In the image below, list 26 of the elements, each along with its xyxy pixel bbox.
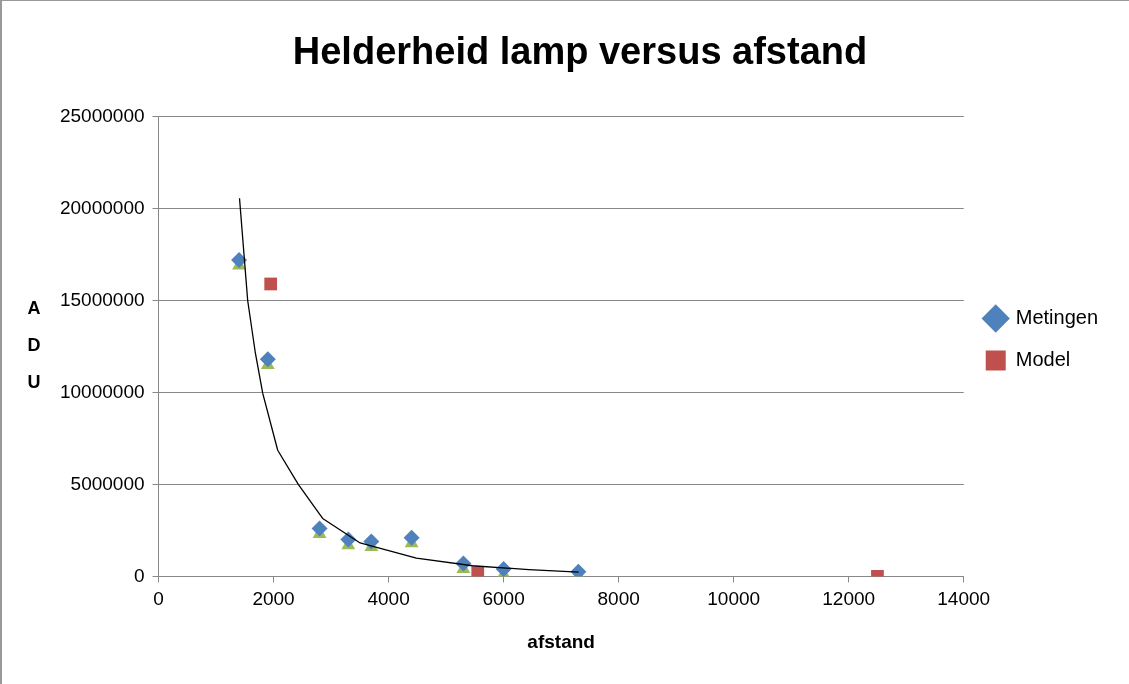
legend-label: Metingen — [1015, 306, 1099, 329]
point — [403, 529, 420, 546]
point — [471, 566, 485, 577]
chart-title: Helderheid lamp versus afstand — [292, 30, 868, 73]
y-tick-label: 10000000 — [59, 380, 145, 402]
y-tick-label: 25000000 — [59, 104, 145, 126]
point — [264, 277, 278, 291]
y-tick-label: 0 — [133, 564, 145, 586]
x-tick-label: 8000 — [597, 588, 640, 610]
x-tick-label: 12000 — [822, 588, 876, 610]
y-tick-label: 5000000 — [70, 472, 145, 494]
x-tick-label: 10000 — [707, 588, 761, 610]
y-axis-title: ADU — [27, 298, 41, 393]
x-tick-label: 6000 — [482, 588, 525, 610]
point — [231, 252, 248, 269]
point — [311, 520, 328, 537]
y-tick-label: 15000000 — [59, 288, 145, 310]
x-tick-label: 14000 — [937, 588, 991, 610]
point — [363, 533, 380, 550]
x-axis-title: afstand — [527, 630, 595, 652]
x-tick-label: 0 — [153, 588, 164, 610]
legend-label: Model — [1015, 348, 1071, 371]
x-tick-label: 2000 — [252, 588, 295, 610]
point — [259, 351, 276, 368]
x-tick-label: 4000 — [367, 588, 410, 610]
y-tick-label: 20000000 — [59, 196, 145, 218]
